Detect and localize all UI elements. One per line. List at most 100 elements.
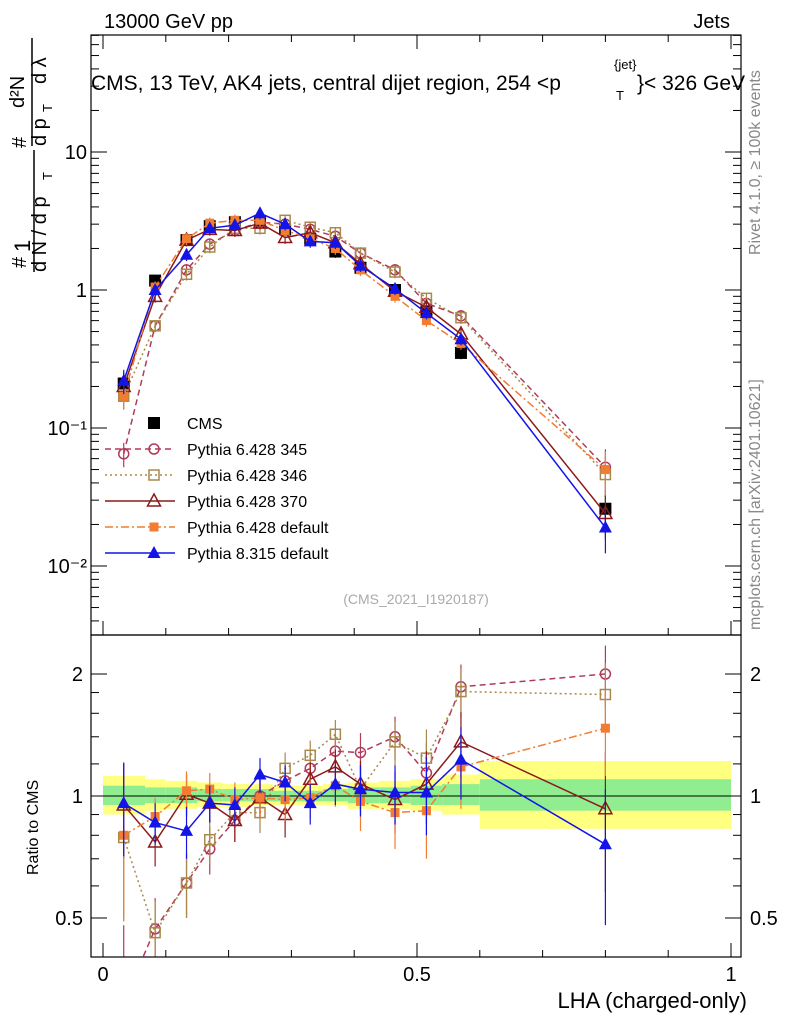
legend-label: Pythia 6.428 345 — [187, 442, 307, 459]
data-point — [117, 448, 130, 460]
data-point — [598, 520, 612, 533]
plot-title-end: }< 326 GeV — [637, 72, 745, 95]
data-point — [228, 218, 242, 231]
ratio-point — [182, 786, 192, 796]
svg-text:d p: d p — [29, 118, 51, 146]
ratio-point — [204, 833, 216, 846]
data-point — [182, 234, 192, 244]
ratio-tick-label: 2 — [72, 664, 83, 686]
legend-marker — [148, 417, 160, 429]
series-line — [123, 212, 606, 528]
ratio-line — [123, 758, 606, 845]
data-point — [204, 241, 216, 253]
data-point — [388, 281, 402, 294]
ratio-point — [228, 798, 242, 811]
data-point — [328, 235, 342, 248]
legend-item: Pythia 8.315 default — [105, 546, 329, 563]
main-panel-frame — [90, 34, 742, 636]
series-line — [122, 221, 606, 468]
legend-label: Pythia 8.315 default — [187, 546, 329, 563]
ratio-point — [600, 723, 610, 733]
data-point — [454, 346, 467, 359]
data-point — [277, 228, 293, 244]
data-point — [390, 291, 400, 301]
analysis-id-watermark: (CMS_2021_I1920187) — [343, 591, 489, 607]
mcplots-label: mcplots.cern.ch [arXiv:2401.10621] — [747, 379, 764, 630]
ratio-tick-label-right: 1 — [750, 786, 761, 808]
svg-text:d N / d p: d N / d p — [29, 196, 51, 272]
ratio-point — [455, 685, 467, 698]
ratio-point — [203, 796, 217, 809]
data-point — [253, 206, 267, 219]
data-point — [419, 306, 433, 319]
svg-text:T: T — [40, 104, 55, 112]
plot-title-main: CMS, 13 TeV, AK4 jets, central dijet reg… — [91, 72, 561, 95]
ratio-point — [329, 728, 342, 741]
legend-label: Pythia 6.428 370 — [187, 494, 307, 511]
legend-marker — [147, 546, 161, 558]
ratio-point — [454, 752, 468, 765]
ratio-panel-series — [115, 645, 614, 957]
ratio-point — [117, 796, 131, 809]
ratio-point — [148, 815, 162, 828]
axis-ticks: 0 0.5 1 10⁻² 10⁻¹ 1 10 0.5 0.5 1 1 2 2 — [48, 34, 778, 986]
ratio-series-pythia-8-315-default — [117, 726, 612, 926]
ratio-point — [419, 785, 433, 798]
plot-title-superscript: {jet} — [614, 57, 637, 72]
ratio-point — [147, 833, 163, 848]
ratio-point — [180, 877, 193, 889]
data-point — [278, 217, 292, 230]
ratio-point — [278, 775, 292, 788]
data-point — [148, 283, 162, 295]
legend-marker — [148, 443, 160, 455]
energy-label: 13000 GeV pp — [104, 11, 233, 33]
legend: CMS Pythia 6.428 345 Pythia 6.428 346 Pythi… — [105, 416, 329, 563]
ratio-point — [253, 767, 267, 780]
plot-title-subscript: T — [616, 88, 624, 103]
legend-marker — [146, 492, 162, 507]
data-point — [147, 287, 163, 303]
data-point — [255, 215, 265, 225]
legend-item: Pythia 6.428 345 — [105, 442, 307, 459]
legend-marker — [149, 522, 159, 532]
ratio-y-axis-label: Ratio to CMS — [25, 780, 42, 875]
ratio-tick-label-right: 0.5 — [750, 908, 778, 930]
data-point — [353, 258, 367, 271]
x-tick-label: 1 — [725, 964, 736, 986]
ratio-point — [304, 749, 316, 762]
data-point — [203, 221, 217, 234]
svg-text:#: # — [9, 136, 31, 148]
svg-text:d λ: d λ — [29, 57, 51, 84]
x-axis-label: LHA (charged-only) — [557, 988, 747, 1013]
data-point — [389, 266, 401, 278]
category-label: Jets — [693, 11, 730, 33]
svg-text:T: T — [40, 172, 55, 180]
legend-item: Pythia 6.428 default — [105, 520, 329, 537]
ratio-point — [180, 823, 194, 836]
x-tick-label: 0.5 — [403, 964, 431, 986]
data-point — [119, 391, 129, 401]
ratio-point — [388, 785, 402, 798]
data-point — [303, 234, 317, 247]
ratio-band-inner — [145, 787, 166, 804]
ratio-point — [353, 782, 367, 795]
legend-marker — [148, 469, 160, 481]
data-point — [180, 268, 193, 281]
y-tick-label: 10⁻² — [48, 556, 88, 578]
legend-item: Pythia 6.428 370 — [105, 492, 307, 511]
legend-label: Pythia 6.428 default — [187, 520, 329, 537]
plot-title: CMS, 13 TeV, AK4 jets, central dijet reg… — [91, 57, 745, 103]
ratio-point — [255, 793, 265, 803]
ratio-line — [142, 673, 606, 957]
ratio-tick-label: 0.5 — [55, 908, 83, 930]
legend-item: Pythia 6.428 346 — [105, 468, 307, 485]
data-point — [117, 373, 131, 386]
series-pythia-8-315-default — [117, 206, 612, 554]
ratio-point — [149, 926, 161, 939]
data-point — [180, 247, 194, 260]
data-point — [454, 332, 468, 345]
legend-label: CMS — [187, 416, 223, 433]
svg-text:d²N: d²N — [7, 76, 29, 108]
legend-item: CMS — [148, 416, 223, 433]
